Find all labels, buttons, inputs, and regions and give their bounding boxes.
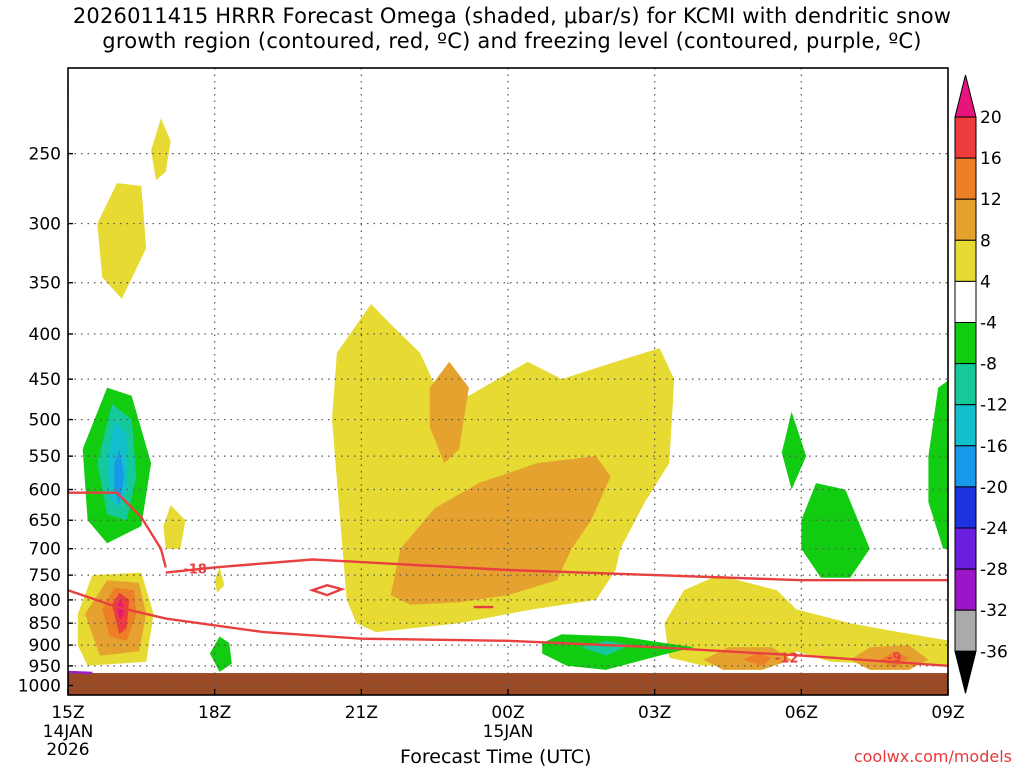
chart-title: 2026011415 HRRR Forecast Omega (shaded, …: [0, 4, 1024, 54]
ground-below-surface: [68, 673, 948, 695]
colorbar-bottom-arrow: [954, 650, 977, 694]
yellow-region-right-low: [664, 575, 948, 666]
colorbar-label-11: -28: [980, 560, 1008, 580]
colorbar-label-1: 16: [980, 149, 1002, 169]
y-tick-label-850: 850: [29, 614, 61, 634]
x-tick-label-21Z: 21Z: [345, 703, 378, 723]
colorbar-swatch-8: [954, 445, 977, 488]
y-tick-label-250: 250: [29, 145, 61, 165]
credit-text: coolwx.com/models: [853, 747, 1012, 766]
contour-line-3: [68, 670, 93, 675]
magenta-region-left-low: [116, 599, 125, 619]
x-tick-sublabel-15Z-0: 14JAN: [43, 722, 94, 742]
colorbar-swatch-4: [954, 280, 977, 323]
dark-orange-region-right-a: [742, 653, 772, 666]
green-region-right-edge: [928, 380, 948, 549]
colorbar-swatch-3: [954, 239, 977, 282]
chart-title-line-2: growth region (contoured, red, ºC) and f…: [102, 29, 922, 53]
colorbar-label-3: 8: [980, 231, 991, 251]
x-tick-label-09Z: 09Z: [931, 703, 964, 723]
colorbar-swatch-9: [954, 486, 977, 529]
chart-title-line-1: 2026011415 HRRR Forecast Omega (shaded, …: [72, 4, 952, 28]
colorbar-swatch-11: [954, 568, 977, 611]
x-tick-sublabel-00Z-0: 15JAN: [483, 722, 534, 742]
sky-region-left: [114, 449, 125, 506]
y-tick-label-700: 700: [29, 540, 61, 560]
y-tick-label-450: 450: [29, 370, 61, 390]
green-region-06z: [801, 483, 870, 578]
omega-shading-layer: [68, 118, 948, 695]
colorbar-swatch-6: [954, 363, 977, 406]
green-region-18z: [209, 636, 232, 672]
y-tick-label-800: 800: [29, 591, 61, 611]
colorbar-swatch-7: [954, 404, 977, 447]
contour-line-0: [68, 491, 167, 568]
colorbar-label-10: -24: [980, 519, 1008, 539]
contour-line-1: [165, 558, 948, 582]
colorbar-label-5: -4: [980, 314, 997, 334]
yellow-region-250-top: [151, 118, 171, 181]
contour-label-2: -9: [887, 651, 901, 666]
colorbar: 20 16 12 8 4 -4 -8 -12 -16 -20 -24 -28 -32 -36: [954, 74, 1008, 694]
contour-ring-red: [308, 583, 346, 597]
colorbar-swatch-5: [954, 322, 977, 365]
y-tick-label-750: 750: [29, 566, 61, 586]
yellow-region-left-small: [163, 505, 186, 549]
contour-label-1: -12: [775, 652, 799, 667]
colorbar-swatch-10: [954, 527, 977, 570]
axes: 2503003504004505005506006507007508008509…: [18, 67, 965, 760]
y-tick-label-550: 550: [29, 447, 61, 467]
colorbar-label-7: -12: [980, 396, 1008, 416]
x-tick-label-00Z: 00Z: [491, 703, 524, 723]
y-tick-label-950: 950: [29, 657, 61, 677]
contour-label-0: -18: [183, 562, 207, 577]
colorbar-swatch-0: [954, 116, 977, 159]
y-tick-label-500: 500: [29, 411, 61, 431]
colorbar-label-9: -20: [980, 478, 1008, 498]
contour-line-2: [68, 589, 948, 667]
orange-region-main-upper: [429, 361, 469, 464]
colorbar-label-2: 12: [980, 190, 1002, 210]
y-tick-label-1000: 1000: [18, 677, 61, 697]
colorbar-label-6: -8: [980, 355, 997, 375]
colorbar-label-4: 4: [980, 272, 991, 292]
y-tick-label-300: 300: [29, 215, 61, 235]
x-tick-label-15Z: 15Z: [51, 703, 84, 723]
green-region-06z-upper: [781, 411, 807, 490]
x-tick-sublabel-15Z-1: 2026: [46, 740, 89, 760]
y-tick-label-400: 400: [29, 325, 61, 345]
colorbar-top-arrow: [954, 74, 977, 118]
colorbar-label-12: -32: [980, 601, 1008, 621]
x-axis-label: Forecast Time (UTC): [400, 746, 592, 768]
x-tick-label-18Z: 18Z: [198, 703, 231, 723]
colorbar-label-0: 20: [980, 108, 1002, 128]
colorbar-swatch-2: [954, 198, 977, 241]
contour-layer: -18 -12 -9: [68, 491, 948, 675]
y-tick-label-600: 600: [29, 481, 61, 501]
x-tick-label-06Z: 06Z: [785, 703, 818, 723]
colorbar-label-13: -36: [980, 642, 1008, 662]
colorbar-label-8: -16: [980, 437, 1008, 457]
yellow-region-300-left: [97, 183, 147, 299]
yellow-region-tiny-18z: [214, 567, 225, 593]
y-tick-label-350: 350: [29, 274, 61, 294]
y-tick-label-650: 650: [29, 511, 61, 531]
colorbar-swatch-1: [954, 157, 977, 200]
dark-orange-region-right-b: [879, 651, 909, 668]
x-tick-label-03Z: 03Z: [638, 703, 671, 723]
colorbar-swatch-12: [954, 609, 977, 652]
y-tick-label-900: 900: [29, 636, 61, 656]
